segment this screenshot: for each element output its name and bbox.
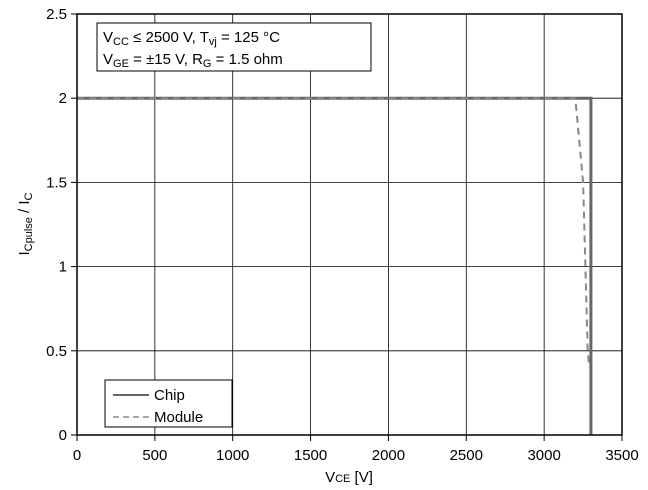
x-tick-label: 1000 [216, 447, 249, 464]
y-tick-label: 1 [59, 259, 67, 276]
x-tick-label: 3500 [605, 447, 638, 464]
legend: Chip Module [104, 379, 233, 428]
legend-label-chip: Chip [154, 387, 185, 404]
legend-box [104, 379, 233, 428]
y-tick-label: 0.5 [46, 343, 67, 360]
x-tick-label: 1500 [294, 447, 327, 464]
y-tick-label: 0 [59, 427, 67, 444]
series-layer [77, 96, 593, 435]
annotation-run: G [203, 58, 212, 70]
axis-ticks [71, 13, 623, 441]
annotation-line-2: VGE = ±15 V, RG = 1.5 ohm [103, 51, 283, 70]
y-tick-label: 1.5 [46, 174, 67, 191]
annotation-run: V [103, 51, 113, 68]
y-tick-label: 2.5 [46, 6, 67, 23]
legend-label-module: Module [154, 409, 203, 426]
conditions-annotation: VCC ≤ 2500 V, Tvj = 125 °C VGE = ±15 V, … [96, 22, 372, 72]
plot-background [77, 14, 622, 435]
plot-frame [76, 13, 623, 436]
annotation-run: = 125 °C [217, 29, 280, 46]
x-tick-label: 0 [73, 447, 81, 464]
annotation-line-1: VCC ≤ 2500 V, Tvj = 125 °C [103, 29, 280, 48]
y-tick-label: 2 [59, 90, 67, 107]
x-tick-label: 3000 [527, 447, 560, 464]
y-axis-title: ICpulse / IC [16, 192, 35, 255]
annotation-box [96, 22, 372, 72]
series-line-module [77, 97, 591, 368]
x-tick-labels: 0 500 1000 1500 2000 2500 3000 3500 [73, 447, 639, 464]
y-tick-labels: 0 0.5 1 1.5 2 2.5 [46, 6, 67, 444]
x-axis-title: VCE [V] [325, 469, 373, 486]
annotation-run: GE [113, 58, 129, 70]
annotation-run: CC [113, 36, 129, 48]
annotation-run: = ±15 V, R [129, 51, 203, 68]
x-tick-label: 500 [142, 447, 167, 464]
annotation-run: vj [209, 36, 217, 48]
annotation-run: ≤ 2500 V, T [129, 29, 209, 46]
annotation-run: = 1.5 ohm [211, 51, 282, 68]
x-tick-label: 2500 [450, 447, 483, 464]
x-tick-label: 2000 [372, 447, 405, 464]
annotation-run: V [103, 29, 113, 46]
